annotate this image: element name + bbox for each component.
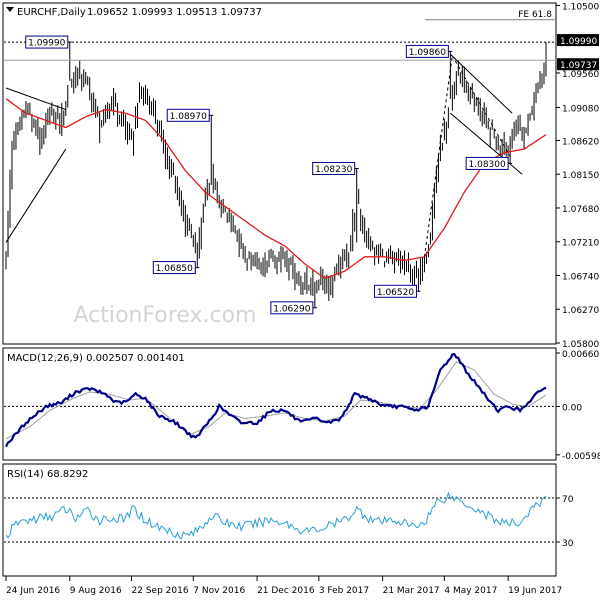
- macd-signal-line: [5, 361, 547, 440]
- level-label-box: [405, 44, 449, 58]
- header-triangle-icon: [6, 7, 14, 12]
- trendline: [450, 112, 523, 175]
- level-label: 1.08970: [170, 112, 207, 122]
- level-label-box: [270, 301, 314, 315]
- rsi-title: RSI(14) 68.8292: [7, 469, 88, 480]
- level-label: 1.06520: [377, 288, 414, 298]
- price-tick-label: 1.10500: [562, 2, 599, 12]
- macd-tick-label: 0.006605: [562, 350, 600, 360]
- level-label-box: [373, 284, 417, 298]
- macd-title: MACD(12,26,9) 0.002507 0.001401: [7, 353, 185, 364]
- price-tick-label: 1.07210: [562, 239, 599, 249]
- level-label: 1.08300: [469, 160, 506, 170]
- x-tick-label: 22 Sep 2016: [132, 586, 189, 596]
- price-tag-label: 1.09990: [560, 37, 597, 47]
- x-tick-label: 21 Mar 2017: [383, 586, 440, 596]
- macd-tick-label: 0.00: [562, 403, 582, 413]
- x-tick-label: 21 Dec 2016: [257, 586, 315, 596]
- x-tick-label: 3 Feb 2017: [319, 586, 369, 596]
- rsi-tick-label: 70: [562, 495, 574, 505]
- trendline: [451, 55, 511, 157]
- rsi-tick-label: 30: [562, 539, 574, 549]
- trendline: [5, 87, 66, 111]
- watermark: ActionForex.com: [74, 303, 257, 328]
- price-tick-label: 1.06270: [562, 306, 599, 316]
- price-tick-label: 1.06740: [562, 272, 599, 282]
- rsi-line: [5, 491, 547, 540]
- price-tick-label: 1.07680: [562, 205, 599, 215]
- x-tick-label: 19 Jun 2017: [508, 586, 562, 596]
- level-label: 1.09990: [28, 39, 65, 49]
- level-label: 1.06850: [156, 264, 193, 274]
- symbol-title: EURCHF,Daily: [17, 7, 86, 18]
- moving-average-line: [5, 98, 547, 280]
- price-tag-box: [557, 58, 599, 71]
- macd-tick-label: -0.005988: [562, 452, 600, 462]
- level-label: 1.09860: [409, 48, 446, 58]
- price-tag-box: [557, 34, 599, 47]
- x-tick-label: 24 Jun 2016: [6, 586, 60, 596]
- price-panel: [2, 2, 557, 345]
- price-tick-label: 1.08150: [562, 171, 599, 181]
- price-tick-label: 1.05800: [562, 340, 599, 350]
- x-tick-label: 9 Aug 2016: [70, 586, 122, 596]
- price-tick-label: 1.08620: [562, 137, 599, 147]
- level-label-box: [465, 156, 509, 170]
- rsi-panel: [2, 463, 557, 577]
- level-label: 1.08230: [315, 165, 352, 175]
- price-tag-label: 1.09737: [560, 61, 597, 71]
- macd-line: [5, 352, 547, 448]
- level-label-box: [25, 35, 69, 49]
- level-label-box: [312, 161, 356, 175]
- price-tick-label: 1.09080: [562, 104, 599, 114]
- macd-panel: [2, 347, 557, 461]
- price-tick-label: 1.09560: [562, 70, 599, 80]
- ohlc-readout: 1.09652 1.09993 1.09513 1.09737: [87, 7, 262, 18]
- level-label: 1.06290: [273, 304, 310, 314]
- fib-label: FE 61.8: [518, 10, 552, 20]
- x-tick-label: 7 Nov 2016: [193, 586, 245, 596]
- level-label-box: [166, 108, 210, 122]
- level-label-box: [152, 261, 196, 275]
- trendline: [450, 53, 513, 114]
- trendline: [423, 55, 453, 257]
- x-tick-label: 4 May 2017: [444, 586, 497, 596]
- trendline: [5, 148, 67, 243]
